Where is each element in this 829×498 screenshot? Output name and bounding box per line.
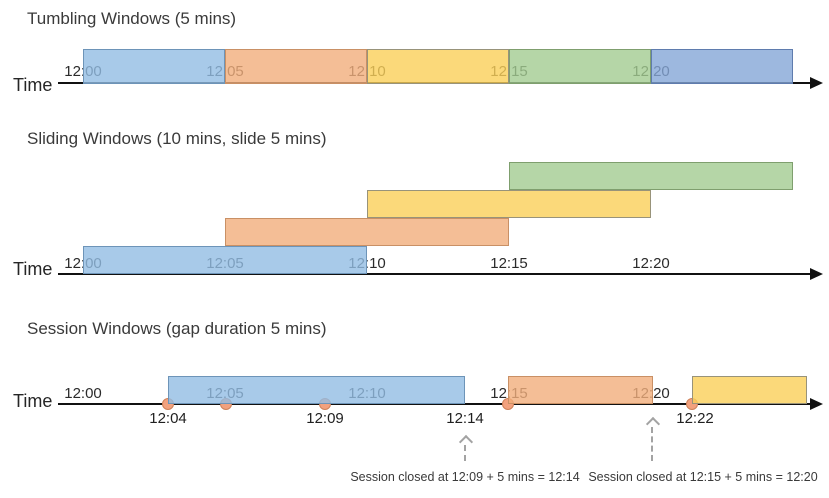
- event-time-label-1222: 12:22: [676, 410, 714, 427]
- session-time-axis-label: Time: [13, 391, 53, 411]
- event-time-label-1204: 12:04: [149, 410, 187, 427]
- session-close-annotation-2: Session closed at 12:15 + 5 mins = 12:20: [588, 470, 818, 484]
- session-tick-1200: 12:00: [64, 385, 102, 402]
- tumbling-window-w2: [225, 49, 367, 84]
- session-timeline: [58, 403, 812, 405]
- sliding-arrow-right-icon: [810, 268, 823, 280]
- sliding-window-w4: [509, 162, 793, 190]
- tumbling-time-axis-label: Time: [13, 75, 53, 95]
- session-close-arrow-line-1: [464, 445, 466, 461]
- close-time-label-1214: 12:14: [446, 410, 484, 427]
- session-window-w3: [692, 376, 807, 404]
- session-window-w1: [168, 376, 465, 404]
- session-close-arrow-up-icon-2: [645, 416, 661, 432]
- sliding-window-w2: [225, 218, 509, 246]
- sliding-section-title: Sliding Windows (10 mins, slide 5 mins): [27, 129, 327, 148]
- sliding-window-w1: [83, 246, 367, 274]
- tumbling-arrow-right-icon: [810, 77, 823, 89]
- sliding-timeline: [58, 273, 812, 275]
- session-close-arrow-line-2: [651, 427, 653, 461]
- tumbling-window-w4: [509, 49, 651, 84]
- session-section-title: Session Windows (gap duration 5 mins): [27, 319, 327, 338]
- session-close-arrow-up-icon-1: [458, 434, 474, 450]
- event-time-label-1209: 12:09: [306, 410, 344, 427]
- tumbling-window-w1: [83, 49, 225, 84]
- sliding-time-axis-label: Time: [13, 259, 53, 279]
- sliding-tick-1220: 12:20: [632, 255, 670, 272]
- session-arrow-right-icon: [810, 398, 823, 410]
- tumbling-section-title: Tumbling Windows (5 mins): [27, 9, 237, 28]
- tumbling-window-w5: [651, 49, 793, 84]
- sliding-tick-1215: 12:15: [490, 255, 528, 272]
- tumbling-window-w3: [367, 49, 509, 84]
- sliding-window-w3: [367, 190, 651, 218]
- session-close-annotation-1: Session closed at 12:09 + 5 mins = 12:14: [350, 470, 580, 484]
- session-window-w2: [508, 376, 653, 404]
